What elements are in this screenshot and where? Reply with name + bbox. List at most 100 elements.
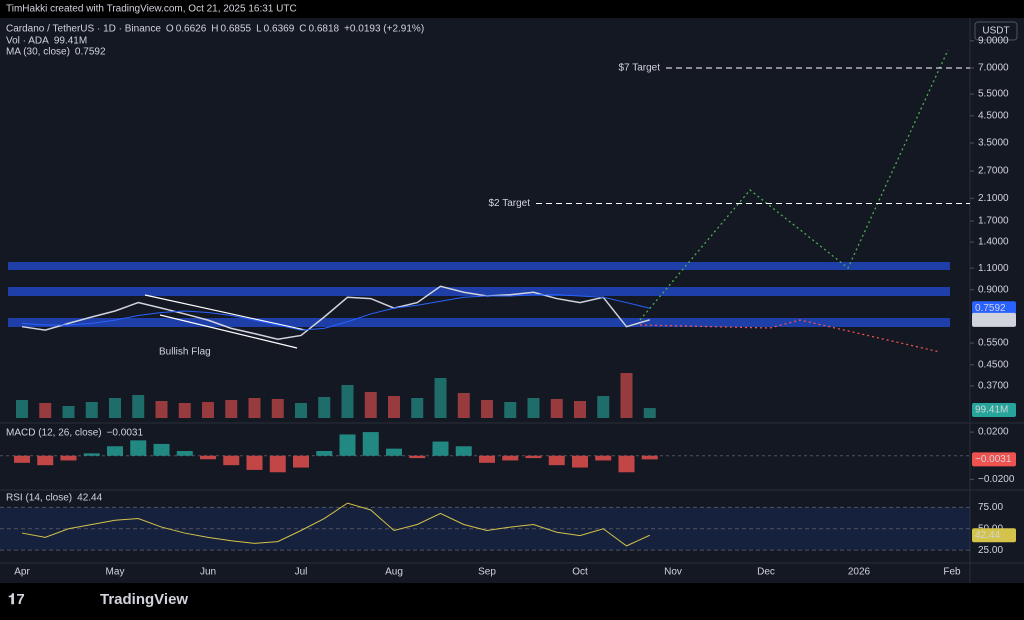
volume-bar bbox=[481, 400, 493, 418]
price-tag-label: 0.6818 bbox=[975, 314, 1006, 325]
volume-bar bbox=[388, 396, 400, 418]
legend-text: −0.0031 bbox=[107, 428, 144, 439]
annotation: $7 Target bbox=[618, 63, 660, 74]
macd-bar bbox=[525, 455, 542, 459]
watermark: TimHakki created with TradingView.com, O… bbox=[6, 4, 297, 15]
macd-bar bbox=[641, 455, 658, 460]
y-tick-label: 1.1000 bbox=[978, 263, 1009, 274]
x-tick-label: Aug bbox=[385, 567, 403, 578]
legend-text: H bbox=[211, 24, 218, 35]
y-tick-label: 0.4500 bbox=[978, 359, 1009, 370]
volume-bar bbox=[574, 401, 586, 418]
volume-bar bbox=[620, 373, 633, 418]
price-tag bbox=[972, 452, 1016, 467]
macd-bar bbox=[455, 446, 472, 456]
y-tick-label: 2.7000 bbox=[978, 166, 1009, 177]
volume-bar bbox=[597, 396, 610, 418]
volume-bar bbox=[85, 402, 98, 418]
x-tick-label: 2026 bbox=[848, 567, 871, 578]
bull-projection bbox=[639, 49, 949, 321]
volume-bar bbox=[643, 408, 656, 418]
legend-text: Vol · ADA bbox=[6, 36, 49, 47]
y-tick-label: −0.0200 bbox=[978, 474, 1015, 485]
macd-bar bbox=[269, 455, 286, 473]
x-tick-label: Nov bbox=[664, 567, 682, 578]
y-tick-label: 75.00 bbox=[978, 502, 1003, 513]
legend-text: MACD (12, 26, close) bbox=[6, 428, 102, 439]
y-tick-label: 0.3700 bbox=[978, 381, 1009, 392]
flag-line bbox=[159, 314, 298, 349]
volume-bar bbox=[364, 392, 377, 418]
macd-bar bbox=[432, 441, 449, 456]
legend-text: RSI (14, close) bbox=[6, 493, 72, 504]
legend-text: 0.6369 bbox=[264, 24, 295, 35]
legend-text: C bbox=[299, 24, 306, 35]
y-tick-label: 1.7000 bbox=[978, 216, 1009, 227]
macd-bar bbox=[293, 455, 309, 468]
legend-text: +0.0193 (+2.91%) bbox=[344, 24, 424, 35]
volume-bar bbox=[341, 385, 354, 418]
macd-bar bbox=[479, 455, 495, 463]
price-tag-label: 99.41M bbox=[975, 405, 1008, 416]
y-tick-label: 0.0200 bbox=[978, 427, 1009, 438]
macd-bar bbox=[409, 455, 426, 459]
x-tick-label: Feb bbox=[943, 567, 961, 578]
flag-line bbox=[144, 294, 306, 331]
volume-bar bbox=[202, 402, 214, 418]
legend-text: Cardano / TetherUS · 1D · Binance bbox=[6, 24, 161, 35]
x-tick-label: Dec bbox=[757, 567, 775, 578]
zone bbox=[8, 318, 950, 327]
price-tag-label: 42.44 bbox=[975, 530, 1000, 541]
currency[interactable]: USDT bbox=[982, 26, 1009, 37]
macd-bar bbox=[618, 455, 635, 473]
macd-bar bbox=[223, 455, 240, 466]
legend-text: 99.41M bbox=[54, 36, 87, 47]
volume-bar bbox=[109, 398, 121, 418]
y-tick-label: 5.5000 bbox=[978, 89, 1009, 100]
price-tag-label: 0.7592 bbox=[975, 303, 1006, 314]
logo: TradingView bbox=[100, 591, 188, 608]
volume-bar bbox=[132, 395, 145, 418]
volume-bar bbox=[504, 402, 517, 418]
macd-bar bbox=[14, 455, 30, 463]
legend-text: MA (30, close) bbox=[6, 47, 70, 58]
macd-bar bbox=[595, 455, 612, 461]
macd-bar bbox=[548, 455, 565, 466]
price-tag bbox=[972, 528, 1016, 543]
macd-bar bbox=[386, 448, 402, 456]
macd-bar bbox=[176, 451, 193, 456]
line bbox=[21, 502, 650, 547]
bear-projection bbox=[639, 319, 941, 353]
macd-bar bbox=[130, 440, 147, 456]
volume-bar bbox=[411, 398, 424, 418]
macd-bar bbox=[502, 455, 519, 461]
currency-button[interactable] bbox=[974, 21, 1018, 41]
price-tag bbox=[972, 312, 1016, 327]
legend-text: 42.44 bbox=[77, 493, 102, 504]
volume-bar bbox=[225, 400, 238, 418]
macd-bar bbox=[60, 455, 77, 461]
macd-bar bbox=[83, 453, 100, 456]
price-tag-label: −0.0031 bbox=[975, 454, 1012, 465]
macd-bar bbox=[200, 455, 216, 460]
zone bbox=[8, 262, 950, 270]
price-tag bbox=[972, 301, 1016, 316]
y-tick-label: 4.5000 bbox=[978, 110, 1009, 121]
line bbox=[21, 285, 650, 340]
x-tick-label: Jun bbox=[200, 567, 216, 578]
macd-bar bbox=[316, 451, 333, 456]
volume-bar bbox=[248, 398, 261, 418]
macd-bar bbox=[339, 434, 356, 456]
macd-bar bbox=[107, 446, 123, 456]
legend-text: 0.6818 bbox=[309, 24, 340, 35]
macd-bar bbox=[362, 432, 379, 456]
macd-bar bbox=[246, 455, 263, 470]
legend-text: L bbox=[256, 24, 262, 35]
volume-bar bbox=[62, 406, 75, 418]
legend-text: O bbox=[166, 24, 174, 35]
annotation: Bullish Flag bbox=[159, 347, 211, 358]
volume-bar bbox=[16, 400, 28, 418]
x-tick-label: Jul bbox=[295, 567, 308, 578]
macd-bar bbox=[153, 443, 170, 456]
